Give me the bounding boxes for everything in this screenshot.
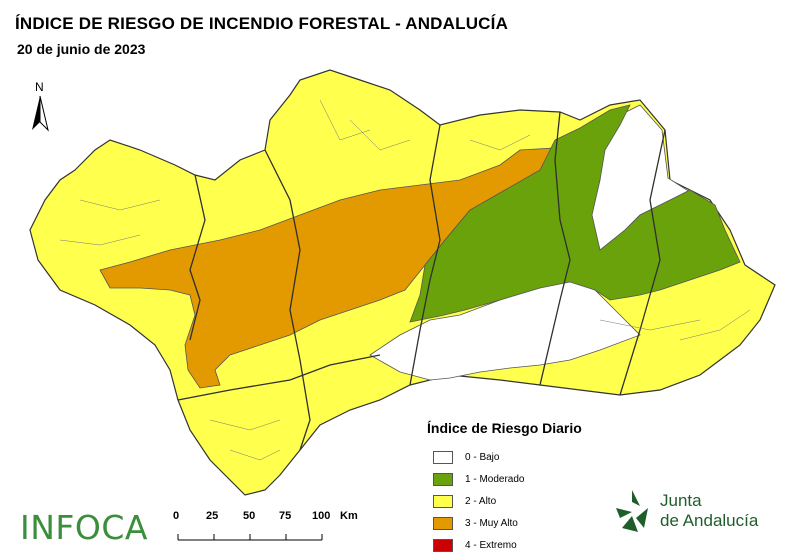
legend-item-alto: 2 - Alto	[427, 490, 667, 512]
junta-line1: Junta	[660, 491, 702, 510]
junta-emblem-icon	[616, 490, 648, 532]
legend-swatch	[433, 516, 453, 530]
scale-unit: Km	[340, 510, 358, 522]
scale-tick: 50	[243, 510, 256, 522]
legend-item-moderado: 1 - Moderado	[427, 468, 667, 490]
legend: Índice de Riesgo Diario 0 - Bajo 1 - Mod…	[427, 420, 667, 556]
legend-item-muy-alto: 3 - Muy Alto	[427, 512, 667, 534]
legend-swatch	[433, 450, 453, 464]
scale-line	[177, 534, 323, 541]
legend-label: 0 - Bajo	[465, 451, 500, 463]
page-title: ÍNDICE DE RIESGO DE INCENDIO FORESTAL - …	[15, 14, 509, 33]
province-boundaries	[177, 111, 666, 451]
legend-item-extremo: 4 - Extremo	[427, 534, 667, 556]
legend-swatch	[433, 494, 453, 508]
legend-label: 2 - Alto	[465, 495, 497, 507]
legend-label: 3 - Muy Alto	[465, 517, 518, 529]
scale-tick: 75	[279, 510, 292, 522]
municipal-boundaries	[59, 99, 751, 461]
legend-swatch	[433, 538, 453, 552]
scale-tick: 100	[312, 510, 331, 522]
scale-tick: 25	[206, 510, 219, 522]
legend-label: 4 - Extremo	[465, 539, 517, 551]
infoca-logo: INFOCA	[20, 508, 148, 547]
legend-swatch	[433, 472, 453, 486]
north-arrow-icon	[32, 95, 49, 132]
scale-tick: 0	[173, 510, 180, 522]
region-bajo-south	[369, 279, 641, 381]
legend-title: Índice de Riesgo Diario	[427, 420, 582, 436]
legend-item-bajo: 0 - Bajo	[427, 446, 667, 468]
scale-bar: 0 25 50 75 100 Km	[170, 510, 370, 550]
junta-line2: de Andalucía	[660, 511, 759, 530]
junta-logo: Junta de Andalucía	[610, 488, 785, 538]
north-label: N	[35, 80, 44, 94]
legend-label: 1 - Moderado	[465, 473, 525, 485]
region-muy-alto	[99, 147, 556, 389]
map-date: 20 de junio de 2023	[17, 41, 146, 57]
